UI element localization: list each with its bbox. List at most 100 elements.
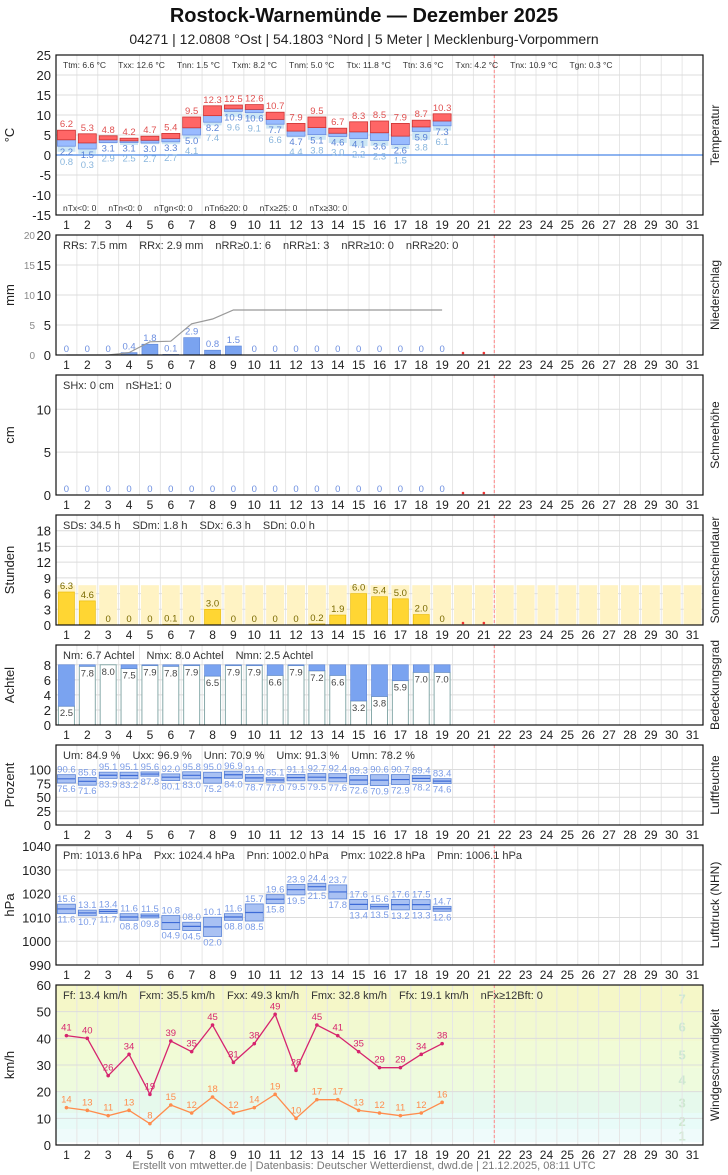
day-label: 2: [84, 358, 91, 372]
day-label: 23: [519, 828, 533, 842]
max-temp-label: 12.5: [224, 94, 243, 105]
sunshine-label: 5.0: [394, 588, 407, 599]
wind-mean-label: 16: [437, 1089, 448, 1100]
stat-text: nRR≥10: 0: [341, 240, 394, 252]
stat-text: Nm: 6.7 Achtel: [63, 650, 135, 662]
day-label: 31: [686, 1148, 700, 1162]
sunshine-label: 0: [252, 614, 257, 625]
snow-label: 0: [272, 484, 277, 495]
day-label: 29: [644, 498, 658, 512]
day-label: 30: [665, 728, 679, 742]
min-temp-label: 3.0: [143, 144, 156, 155]
wind-gust-point: [168, 1039, 173, 1043]
pressure-max-label: 13.1: [78, 900, 97, 911]
humidity-max-label: 95.0: [203, 762, 222, 773]
day-label: 23: [519, 358, 533, 372]
cloud-label: 7.9: [248, 668, 261, 679]
stat-text: Pmx: 1022.8 hPa: [341, 850, 426, 862]
sunshine-bar: [329, 614, 347, 626]
wind-gust-label: 38: [249, 1031, 260, 1042]
day-label: 3: [105, 498, 112, 512]
stat-text: Ffx: 19.1 km/h: [399, 990, 469, 1002]
beaufort-band: [56, 1041, 703, 1068]
day-label: 31: [686, 498, 700, 512]
snow-label: 0: [189, 484, 194, 495]
wind-gust-label: 34: [124, 1041, 135, 1052]
stat-bottom-text: nTgn<0: 0: [154, 203, 193, 213]
stat-text: Tnx: 10.9 °C: [510, 60, 557, 70]
wind-mean-label: 10: [291, 1105, 302, 1116]
wind-mean-label: 12: [186, 1100, 197, 1111]
min-temp-bar: [328, 132, 348, 138]
missing-data-dot: [461, 621, 465, 625]
sunshine-label: 0: [189, 614, 194, 625]
y-tick-label: 5: [44, 445, 51, 460]
plot-frame: [55, 374, 704, 496]
beaufort-band: [56, 1113, 703, 1129]
day-label: 18: [415, 498, 429, 512]
pressure-min-label: 08.8: [224, 921, 243, 932]
day-label: 25: [561, 828, 575, 842]
day-label: 19: [435, 828, 449, 842]
day-label: 5: [147, 968, 154, 982]
possible-sunshine-bar: [662, 585, 681, 625]
stat-text: Ttn: 3.6 °C: [403, 60, 444, 70]
precipitation-label: 0: [106, 344, 111, 355]
day-label: 16: [373, 1148, 387, 1162]
stat-text: SDm: 1.8 h: [132, 520, 187, 532]
max-temp-label: 4.7: [143, 125, 156, 136]
min-temp-bar: [57, 139, 76, 147]
day-label: 7: [188, 358, 195, 372]
day-label: 28: [623, 968, 637, 982]
clear-sky-bar: [308, 664, 326, 672]
day-label: 8: [209, 968, 216, 982]
min-temp-label: 4.6: [331, 138, 344, 149]
max-temp-bar: [244, 104, 264, 110]
y-tick-label: 1040: [22, 839, 51, 854]
pressure-max-label: 19.6: [266, 885, 285, 896]
day-label: 22: [498, 218, 512, 232]
day-label: 10: [248, 218, 262, 232]
day-label: 9: [230, 728, 237, 742]
precipitation-label: 0: [314, 344, 319, 355]
ground-min-bar: [266, 124, 285, 129]
possible-sunshine-bar: [245, 585, 264, 625]
humidity-min-label: 83.2: [120, 780, 139, 791]
sunshine-label: 1.9: [331, 604, 344, 615]
cloud-label: 5.9: [394, 683, 407, 694]
stat-text: SDx: 6.3 h: [200, 520, 251, 532]
day-label: 14: [331, 218, 345, 232]
day-label: 7: [188, 968, 195, 982]
possible-sunshine-bar: [495, 585, 514, 625]
y-tick-label: 0: [44, 718, 51, 733]
min-temp-bar: [307, 127, 327, 135]
day-label: 2: [84, 628, 91, 642]
pressure-min-label: 10.7: [78, 917, 97, 928]
day-label: 12: [289, 498, 303, 512]
day-label: 5: [147, 828, 154, 842]
day-label: 22: [498, 728, 512, 742]
day-label: 16: [373, 968, 387, 982]
day-label: 26: [582, 498, 596, 512]
pressure-max-label: 17.5: [412, 890, 431, 901]
plot-frame: [55, 644, 704, 726]
day-label: 18: [415, 1148, 429, 1162]
day-label: 22: [498, 828, 512, 842]
day-label: 25: [561, 628, 575, 642]
precipitation-label: 0: [377, 344, 382, 355]
day-label: 14: [331, 828, 345, 842]
min-temp-label: 4.1: [352, 140, 365, 151]
y-tick-label: 25: [37, 804, 51, 819]
stat-text: SHx: 0 cm: [63, 380, 114, 392]
wind-gust-point: [419, 1052, 424, 1057]
missing-data-dot: [461, 351, 465, 355]
day-label: 15: [352, 828, 366, 842]
precipitation-bar: [204, 349, 221, 356]
day-label: 19: [435, 358, 449, 372]
day-label: 4: [126, 218, 133, 232]
day-label: 27: [602, 218, 616, 232]
min-temp-bar: [182, 127, 202, 136]
day-label: 17: [394, 1148, 408, 1162]
stat-bottom-text: nTn6≥20: 0: [205, 203, 248, 213]
wind-mean-label: 13: [82, 1097, 93, 1108]
